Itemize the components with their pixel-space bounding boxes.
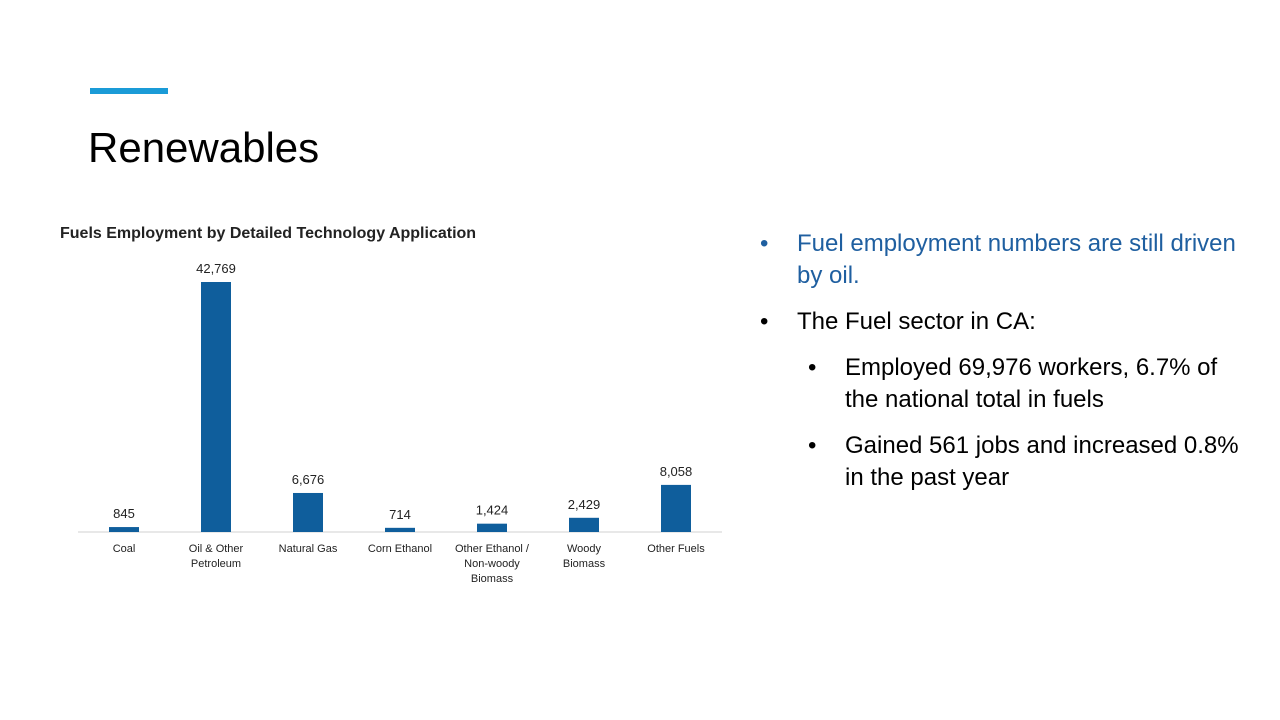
bullet-text: Gained 561 jobs and increased 0.8% in th… (845, 432, 1239, 491)
chart-title: Fuels Employment by Detailed Technology … (60, 225, 476, 242)
category-label: Other Fuels (647, 543, 705, 555)
category-label: Petroleum (191, 558, 241, 570)
bar (109, 527, 139, 532)
bar-value-label: 2,429 (568, 497, 601, 512)
bullet-list: • Fuel employment numbers are still drive… (760, 228, 1240, 508)
bar (293, 492, 323, 532)
bullet-item: • Gained 561 jobs and increased 0.8% in t… (808, 430, 1240, 494)
bullet-dot-icon: • (808, 432, 817, 459)
bullet-dot-icon: • (760, 308, 769, 335)
bar-value-label: 1,424 (476, 503, 509, 518)
bar-chart: Fuels Employment by Detailed Technology … (60, 225, 722, 585)
bar-value-label: 714 (389, 507, 411, 522)
category-label: Natural Gas (279, 543, 338, 555)
bar (385, 527, 415, 532)
bar (661, 484, 691, 532)
bars-layer: 845 Coal 42,769 Oil & Other Petroleum 6,676 Na… (78, 261, 722, 585)
bar-value-label: 845 (113, 506, 135, 521)
category-label: Biomass (563, 558, 606, 570)
chart-container: Fuels Employment by Detailed Technology … (58, 218, 738, 598)
bullet-text: The Fuel sector in CA: (797, 308, 1036, 335)
bullet-dot-icon: • (760, 230, 769, 257)
bar-value-label: 6,676 (292, 472, 325, 487)
bullet-item: • Employed 69,976 workers, 6.7% of the na… (808, 352, 1240, 416)
category-label: Coal (113, 543, 136, 555)
bullet-item: • Fuel employment numbers are still drive… (760, 228, 1240, 292)
category-label: Non-woody (464, 558, 520, 570)
bullet-dot-icon: • (808, 354, 817, 381)
bullet-text: Employed 69,976 workers, 6.7% of the nat… (845, 354, 1218, 413)
title-accent-bar (90, 88, 168, 94)
slide-title: Renewables (88, 124, 320, 171)
bullet-item: • The Fuel sector in CA: (760, 306, 1240, 338)
category-label: Oil & Other (189, 543, 244, 555)
category-label: Other Ethanol / (455, 543, 530, 555)
bullet-text: Fuel employment numbers are still driven… (797, 230, 1236, 289)
bar-value-label: 8,058 (660, 464, 693, 479)
bar (477, 523, 507, 532)
bar-value-label: 42,769 (196, 261, 236, 276)
bar (201, 282, 231, 532)
category-label: Woody (567, 543, 602, 555)
bar (569, 517, 599, 532)
category-label: Biomass (471, 573, 514, 585)
category-label: Corn Ethanol (368, 543, 432, 555)
